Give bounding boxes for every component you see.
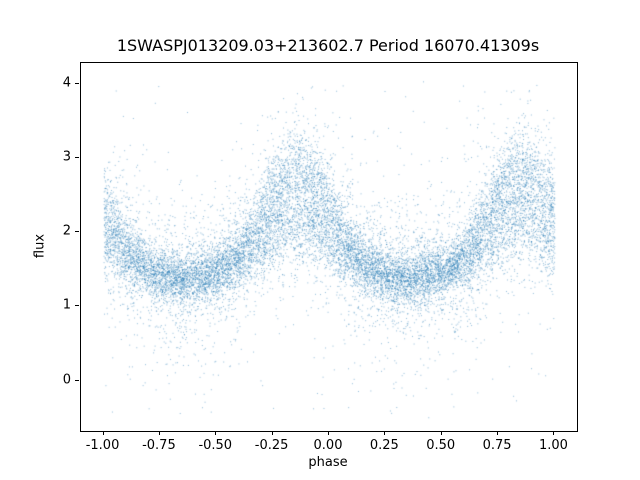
x-tick-mark (440, 431, 442, 435)
x-axis-label: phase (308, 455, 348, 470)
y-tick-mark (75, 156, 79, 158)
x-tick-mark (328, 431, 329, 435)
y-tick-label: 4 (62, 75, 71, 91)
y-tick-label: 3 (62, 149, 71, 165)
y-tick-mark (75, 82, 79, 84)
x-tick-label: -0.50 (198, 438, 233, 453)
scatter-canvas (81, 63, 577, 431)
y-tick-label: 2 (62, 223, 71, 239)
x-tick-label: 0.25 (369, 438, 399, 453)
y-axis-label: flux (32, 233, 48, 259)
y-tick-label: 1 (62, 297, 71, 313)
x-tick-label: 0.75 (482, 438, 512, 453)
plot-area (80, 62, 578, 432)
x-tick-label: 0.00 (313, 438, 343, 453)
x-tick-label: 0.50 (426, 438, 456, 453)
y-tick-mark (75, 379, 79, 381)
chart-title: 1SWASPJ013209.03+213602.7 Period 16070.4… (116, 36, 540, 55)
x-tick-mark (497, 431, 499, 435)
x-tick-mark (384, 431, 386, 435)
x-tick-label: -0.25 (254, 438, 289, 453)
x-tick-label: -0.75 (142, 438, 176, 453)
x-tick-mark (553, 431, 555, 435)
x-tick-label: -1.00 (85, 438, 120, 453)
x-tick-mark (215, 431, 217, 435)
y-tick-mark (75, 305, 79, 307)
y-tick-mark (75, 231, 79, 233)
y-tick-label: 0 (62, 372, 71, 388)
x-tick-label: 1.00 (538, 438, 568, 453)
x-tick-mark (102, 431, 104, 435)
x-tick-mark (271, 431, 273, 435)
x-tick-mark (158, 431, 160, 435)
